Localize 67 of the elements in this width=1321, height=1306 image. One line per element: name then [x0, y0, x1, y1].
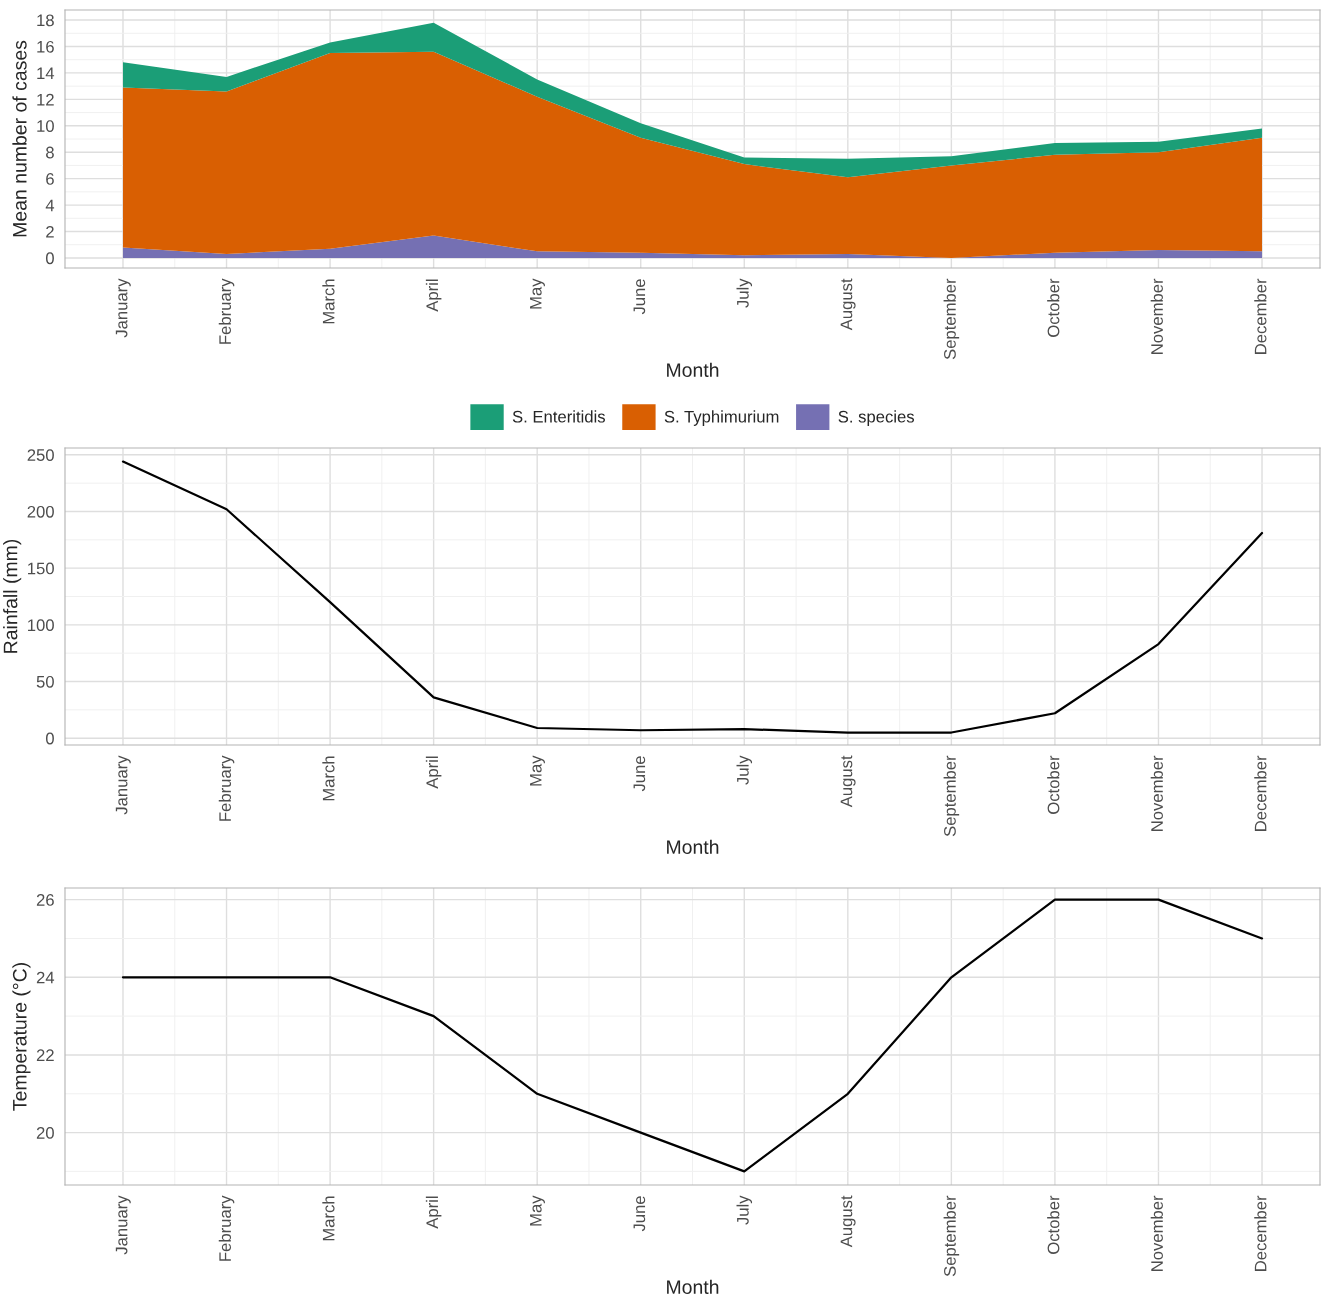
x-tick-label: October — [1047, 755, 1060, 814]
y-axis-title: Rainfall (mm) — [3, 539, 22, 653]
y-tick-label: 20 — [36, 1126, 54, 1139]
x-tick-label: December — [1254, 278, 1267, 354]
y-tick-label: 50 — [36, 675, 54, 688]
x-tick-label: February — [218, 755, 235, 821]
x-tick-label: January — [115, 1195, 131, 1255]
x-tick-label: July — [736, 755, 753, 785]
x-axis-title: Month — [667, 839, 719, 854]
x-tick-label: April — [425, 1196, 442, 1229]
y-tick-label: 26 — [36, 894, 54, 906]
x-tick-label: July — [736, 278, 753, 308]
x-tick-label: February — [218, 1195, 235, 1261]
y-tick-label: 250 — [27, 449, 54, 461]
x-axis-title: Month — [667, 362, 719, 377]
x-tick-label: March — [322, 756, 335, 801]
y-axis-title: Temperature (°C) — [12, 963, 31, 1111]
x-tick-label: June — [633, 756, 646, 792]
line-series — [121, 460, 1264, 734]
y-tick-label: 18 — [37, 14, 54, 27]
y-tick-label: 6 — [46, 173, 54, 185]
x-tick-label: December — [1254, 1195, 1267, 1271]
y-tick-label: 24 — [36, 971, 55, 984]
y-tick-label: 0 — [45, 252, 54, 265]
x-tick-label: September — [943, 278, 960, 360]
x-tick-label: November — [1150, 278, 1163, 354]
x-tick-label: August — [840, 1195, 856, 1248]
y-tick-label: 10 — [37, 120, 54, 132]
y-tick-label: 0 — [45, 732, 54, 745]
legend-label: S. species — [838, 410, 915, 426]
y-tick-label: 200 — [27, 505, 54, 518]
x-tick-label: January — [115, 755, 131, 815]
x-tick-label: December — [1254, 755, 1267, 831]
x-tick-label: March — [322, 1196, 335, 1241]
x-tick-label: May — [530, 1195, 545, 1226]
x-tick-label: June — [633, 1196, 646, 1232]
x-tick-label: September — [943, 755, 960, 837]
x-tick-label: January — [115, 278, 131, 338]
x-tick-label: November — [1150, 755, 1163, 831]
legend-label: S. Enteritidis — [512, 410, 605, 423]
x-tick-label: July — [736, 1195, 753, 1225]
x-tick-label: November — [1150, 1195, 1163, 1271]
x-tick-label: June — [633, 279, 646, 315]
x-tick-label: March — [322, 279, 335, 324]
x-tick-label: April — [425, 279, 442, 312]
x-tick-label: May — [530, 755, 545, 786]
y-tick-label: 2 — [46, 225, 54, 238]
x-tick-label: April — [425, 756, 442, 789]
x-tick-label: October — [1047, 278, 1060, 337]
x-tick-label: August — [840, 755, 856, 808]
y-tick-label: 4 — [45, 199, 55, 212]
y-tick-label: 8 — [46, 146, 54, 159]
y-tick-label: 22 — [36, 1049, 54, 1061]
y-tick-label: 16 — [37, 40, 54, 53]
y-axis-title: Mean number of cases — [12, 40, 27, 237]
y-tick-label: 100 — [28, 619, 54, 632]
x-tick-label: May — [530, 278, 545, 309]
line-series — [121, 898, 1264, 1173]
x-tick-label: August — [840, 278, 856, 331]
x-axis-title: Month — [667, 1279, 719, 1294]
y-tick-label: 12 — [37, 93, 54, 106]
x-tick-label: September — [943, 1195, 960, 1277]
legend-label: S. Typhimurium — [664, 410, 779, 426]
x-tick-label: February — [218, 278, 235, 344]
y-tick-label: 14 — [37, 67, 55, 79]
x-tick-label: October — [1047, 1195, 1060, 1254]
y-tick-label: 150 — [28, 562, 54, 575]
